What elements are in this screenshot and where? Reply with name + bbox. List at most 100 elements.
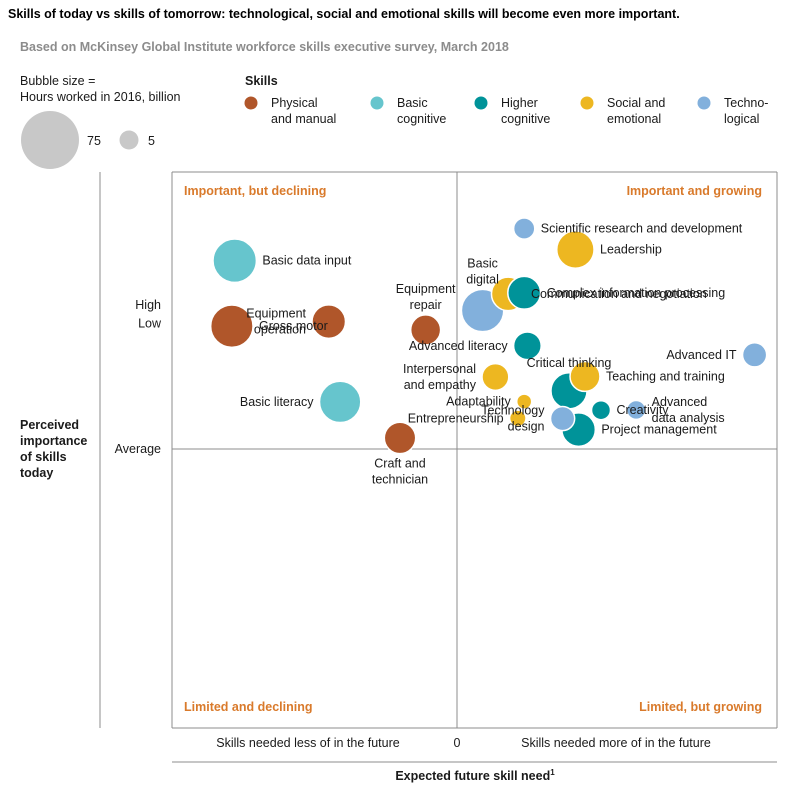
bubble-labels: Basic data input Equipment operation Basic … <box>240 222 743 487</box>
size-legend-label-line1: Bubble size = <box>20 74 95 88</box>
x-tick-label-center: 0 <box>454 736 461 750</box>
bubble-label: Equipment <box>396 282 456 296</box>
bubble-label: Entrepreneurship <box>408 411 504 425</box>
bubble <box>383 421 417 455</box>
bubble <box>569 360 601 393</box>
bubble <box>507 275 542 310</box>
bubble-label: design <box>508 420 545 434</box>
legend-marker <box>244 96 258 110</box>
legend-item-physical: Physical and manual <box>244 96 336 126</box>
y-axis-title-line: Perceived <box>20 418 79 432</box>
legend-item-social: Social and emotional <box>580 96 665 126</box>
x-tick-label-right: Skills needed more of in the future <box>521 736 711 750</box>
quadrant-label-bottom-left: Limited and declining <box>184 700 312 714</box>
quadrant-label-bottom-right: Limited, but growing <box>639 700 762 714</box>
bubble-label: Complex information processing <box>547 286 726 300</box>
bubble-label: Technology <box>481 404 545 418</box>
bubble-label: Basic <box>467 256 498 270</box>
legend-marker <box>370 96 384 110</box>
quadrant-label-top-left: Important, but declining <box>184 184 326 198</box>
chart-subtitle: Based on McKinsey Global Institute workf… <box>20 40 509 54</box>
size-legend-large-value: 75 <box>87 134 101 148</box>
y-tick-label: Low <box>138 316 162 330</box>
legend-item-higher_cognitive: Higher cognitive <box>474 96 550 126</box>
bubble-label: Project management <box>601 423 717 437</box>
bubble-label: Communication and negotiation <box>531 287 707 301</box>
bubble-label: Creativity <box>616 403 669 417</box>
y-tick-labels: High Average Low <box>115 298 162 456</box>
bubble-label: digital <box>466 272 499 286</box>
y-axis-title-line: of skills <box>20 450 67 464</box>
category-legend-title: Skills <box>245 74 278 88</box>
bubble-label: and empathy <box>404 378 477 392</box>
bubble <box>512 331 542 361</box>
bubble <box>212 238 258 284</box>
x-tick-label-left: Skills needed less of in the future <box>216 736 399 750</box>
bubble-label: Gross motor <box>259 319 328 333</box>
size-legend: Bubble size = Hours worked in 2016, bill… <box>20 74 181 169</box>
axes <box>99 171 778 763</box>
legend-label: Higher <box>501 96 538 110</box>
size-legend-large-bubble <box>21 111 79 169</box>
legend-marker <box>580 96 594 110</box>
size-legend-small-bubble <box>119 130 139 150</box>
bubble <box>318 380 362 424</box>
bubbles <box>209 217 768 455</box>
bubble-label: technician <box>372 473 428 487</box>
bubble <box>209 304 254 349</box>
legend-marker <box>697 96 711 110</box>
bubble <box>515 393 533 410</box>
bubble <box>481 362 510 392</box>
legend-label: cognitive <box>501 112 550 126</box>
bubble <box>556 230 595 269</box>
y-axis-title-line: importance <box>20 434 87 448</box>
size-legend-small-value: 5 <box>148 134 155 148</box>
bubble <box>625 399 647 421</box>
y-axis-title-line: today <box>20 466 53 480</box>
bubble-label: Leadership <box>600 243 662 257</box>
bubble-label: Teaching and training <box>606 369 725 383</box>
bubble-label: Craft and <box>374 457 425 471</box>
legend-label: Social and <box>607 96 665 110</box>
bubble-label: data analysis <box>652 411 725 425</box>
y-tick-label: Average <box>115 442 161 456</box>
legend-label: emotional <box>607 112 661 126</box>
bubble-label: Critical thinking <box>527 356 612 370</box>
legend-marker <box>474 96 488 110</box>
y-tick-label: High <box>135 298 161 312</box>
x-axis-title-text: Expected future skill need <box>395 769 550 783</box>
bubble <box>549 405 576 432</box>
quadrant-labels: Important, but declining Important and g… <box>184 184 762 714</box>
bubble-label: Interpersonal <box>403 362 476 376</box>
size-legend-label-line2: Hours worked in 2016, billion <box>20 90 181 104</box>
legend-item-basic_cognitive: Basic cognitive <box>370 96 446 126</box>
legend-label: and manual <box>271 112 336 126</box>
y-axis-title: Perceived importance of skills today <box>20 418 87 480</box>
bubble-label: operation <box>254 323 306 337</box>
bubble <box>311 304 347 340</box>
legend-label: Techno- <box>724 96 768 110</box>
x-tick-labels: Skills needed less of in the future 0 Sk… <box>216 736 711 750</box>
bubble-label: Scientific research and development <box>541 222 743 236</box>
chart-title: Skills of today vs skills of tomorrow: t… <box>8 7 680 21</box>
legend-item-technological: Techno-logical <box>697 96 768 126</box>
quadrant-label-top-right: Important and growing <box>627 184 762 198</box>
bubble-label: Advanced literacy <box>409 339 508 353</box>
x-axis-title-footnote: 1 <box>550 768 555 777</box>
legend-label: logical <box>724 112 759 126</box>
bubble <box>512 217 536 240</box>
bubble <box>508 409 527 428</box>
bubble-label: Adaptability <box>446 395 511 409</box>
bubble-label: Basic literacy <box>240 395 314 409</box>
x-axis-title: Expected future skill need1 <box>395 768 555 783</box>
bubble-label: Equipment <box>246 307 306 321</box>
bubble <box>590 399 612 421</box>
bubble <box>741 341 768 368</box>
bubble-label: Advanced <box>652 395 708 409</box>
bubble-label: Basic data input <box>262 254 351 268</box>
bubble <box>409 314 442 346</box>
bubble-label: repair <box>410 298 442 312</box>
legend-label: cognitive <box>397 112 446 126</box>
